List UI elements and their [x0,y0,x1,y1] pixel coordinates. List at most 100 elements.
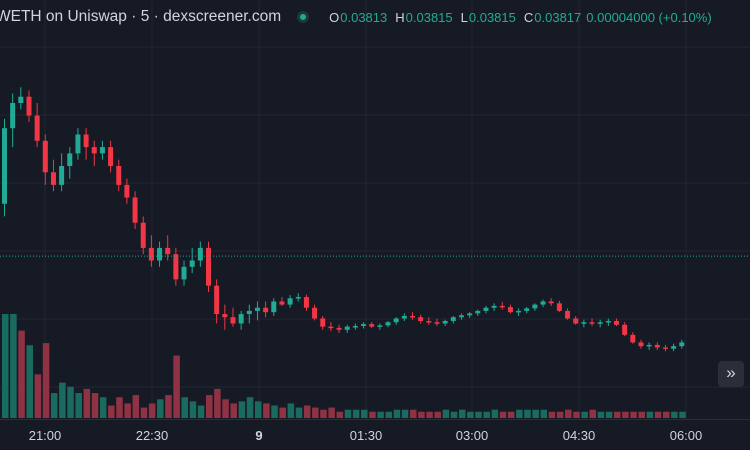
candle [59,153,65,192]
candle [67,147,73,179]
candle [532,303,538,311]
candle-body [189,260,195,267]
volume-bar [646,411,654,418]
candle-body [434,322,440,324]
volume-bar [671,411,678,418]
time-tick-label: 9 [255,428,263,443]
candle [361,322,367,329]
volume-bar [148,403,156,418]
volume-bar [173,355,180,418]
candle [499,302,505,310]
candle [679,339,685,349]
candle-body [99,147,105,154]
candle-body [157,247,163,261]
candle-body [662,347,668,349]
low-value: 0.03815 [468,9,516,25]
candle-body [263,307,269,313]
volume-bar [499,411,507,418]
volume-bar [467,411,474,418]
time-tick-label: 01:30 [349,428,383,443]
candle [467,312,473,318]
candle-body [140,222,146,248]
volume-bar [238,401,246,418]
candle-body [238,314,244,324]
candle [75,128,81,160]
candle-body [393,318,399,323]
candle [263,301,269,318]
volume-bar [34,374,42,418]
volume-bar [336,411,344,418]
volume-bar [295,407,303,418]
candle-body [222,314,228,318]
volume-bar [410,409,417,418]
volume-bar [434,411,441,418]
candle-body [622,324,628,335]
volume-bar [132,395,140,418]
volume-bar [475,411,482,418]
candle [197,241,203,267]
volume-bar [206,395,213,418]
candle-body [385,322,391,326]
time-tick-label: 03:00 [455,428,489,443]
volume-bar [254,401,262,418]
market-status-icon[interactable] [297,11,310,23]
candle-body [295,297,301,299]
candle [83,128,89,160]
candle [246,304,252,324]
time-axis[interactable]: 21:00 22:30 9 01:30 03:00 04:30 06:00 [0,419,750,450]
candle-body [556,303,562,311]
candle-body [67,153,73,166]
candle-body [467,313,473,316]
candle [336,324,342,333]
price-chart[interactable] [0,0,750,419]
volume-bar [573,411,580,418]
volume-bar [556,411,564,418]
double-chevron-right-icon: » [726,363,736,382]
candle-body [499,305,505,308]
candle-body [254,307,260,311]
candle [320,315,326,330]
ohlc-readout: O 0.03813 H 0.03815 L 0.03815 C 0.03817 0.00… [329,10,712,25]
candle-body [630,334,636,343]
volume-bar [18,330,25,418]
candle [279,297,285,306]
candle [426,317,432,325]
candle-body [312,307,318,319]
candle-body [638,342,644,347]
candle [328,322,334,332]
candle-body [34,115,40,141]
candle [418,314,424,324]
candle-body [458,315,464,318]
candle-body [589,322,595,324]
candle [124,178,130,204]
candle-body [426,320,432,323]
candle-body [418,317,424,321]
volume-bar [622,411,629,418]
candle [148,235,154,267]
volume-bar [75,393,82,418]
candle [516,308,522,316]
volume-bar [442,409,450,418]
candle-body [491,305,497,308]
volume-bar [524,409,531,418]
candle [556,300,562,313]
candle-body [573,318,579,324]
candle-body [271,301,277,313]
candle-body [369,324,375,327]
volume-bar [214,388,221,418]
volume-bar [581,411,588,418]
candle-body [75,134,81,154]
scroll-to-realtime-button[interactable]: » [718,361,744,387]
high-value: 0.03815 [405,9,453,25]
candle [271,298,277,316]
time-tick-label: 22:30 [135,428,169,443]
candle [434,318,440,327]
candle-body [377,325,383,327]
candle [99,140,105,160]
candle [385,320,391,328]
candle [450,315,456,324]
candle [312,304,318,321]
volume-bar [393,409,401,418]
